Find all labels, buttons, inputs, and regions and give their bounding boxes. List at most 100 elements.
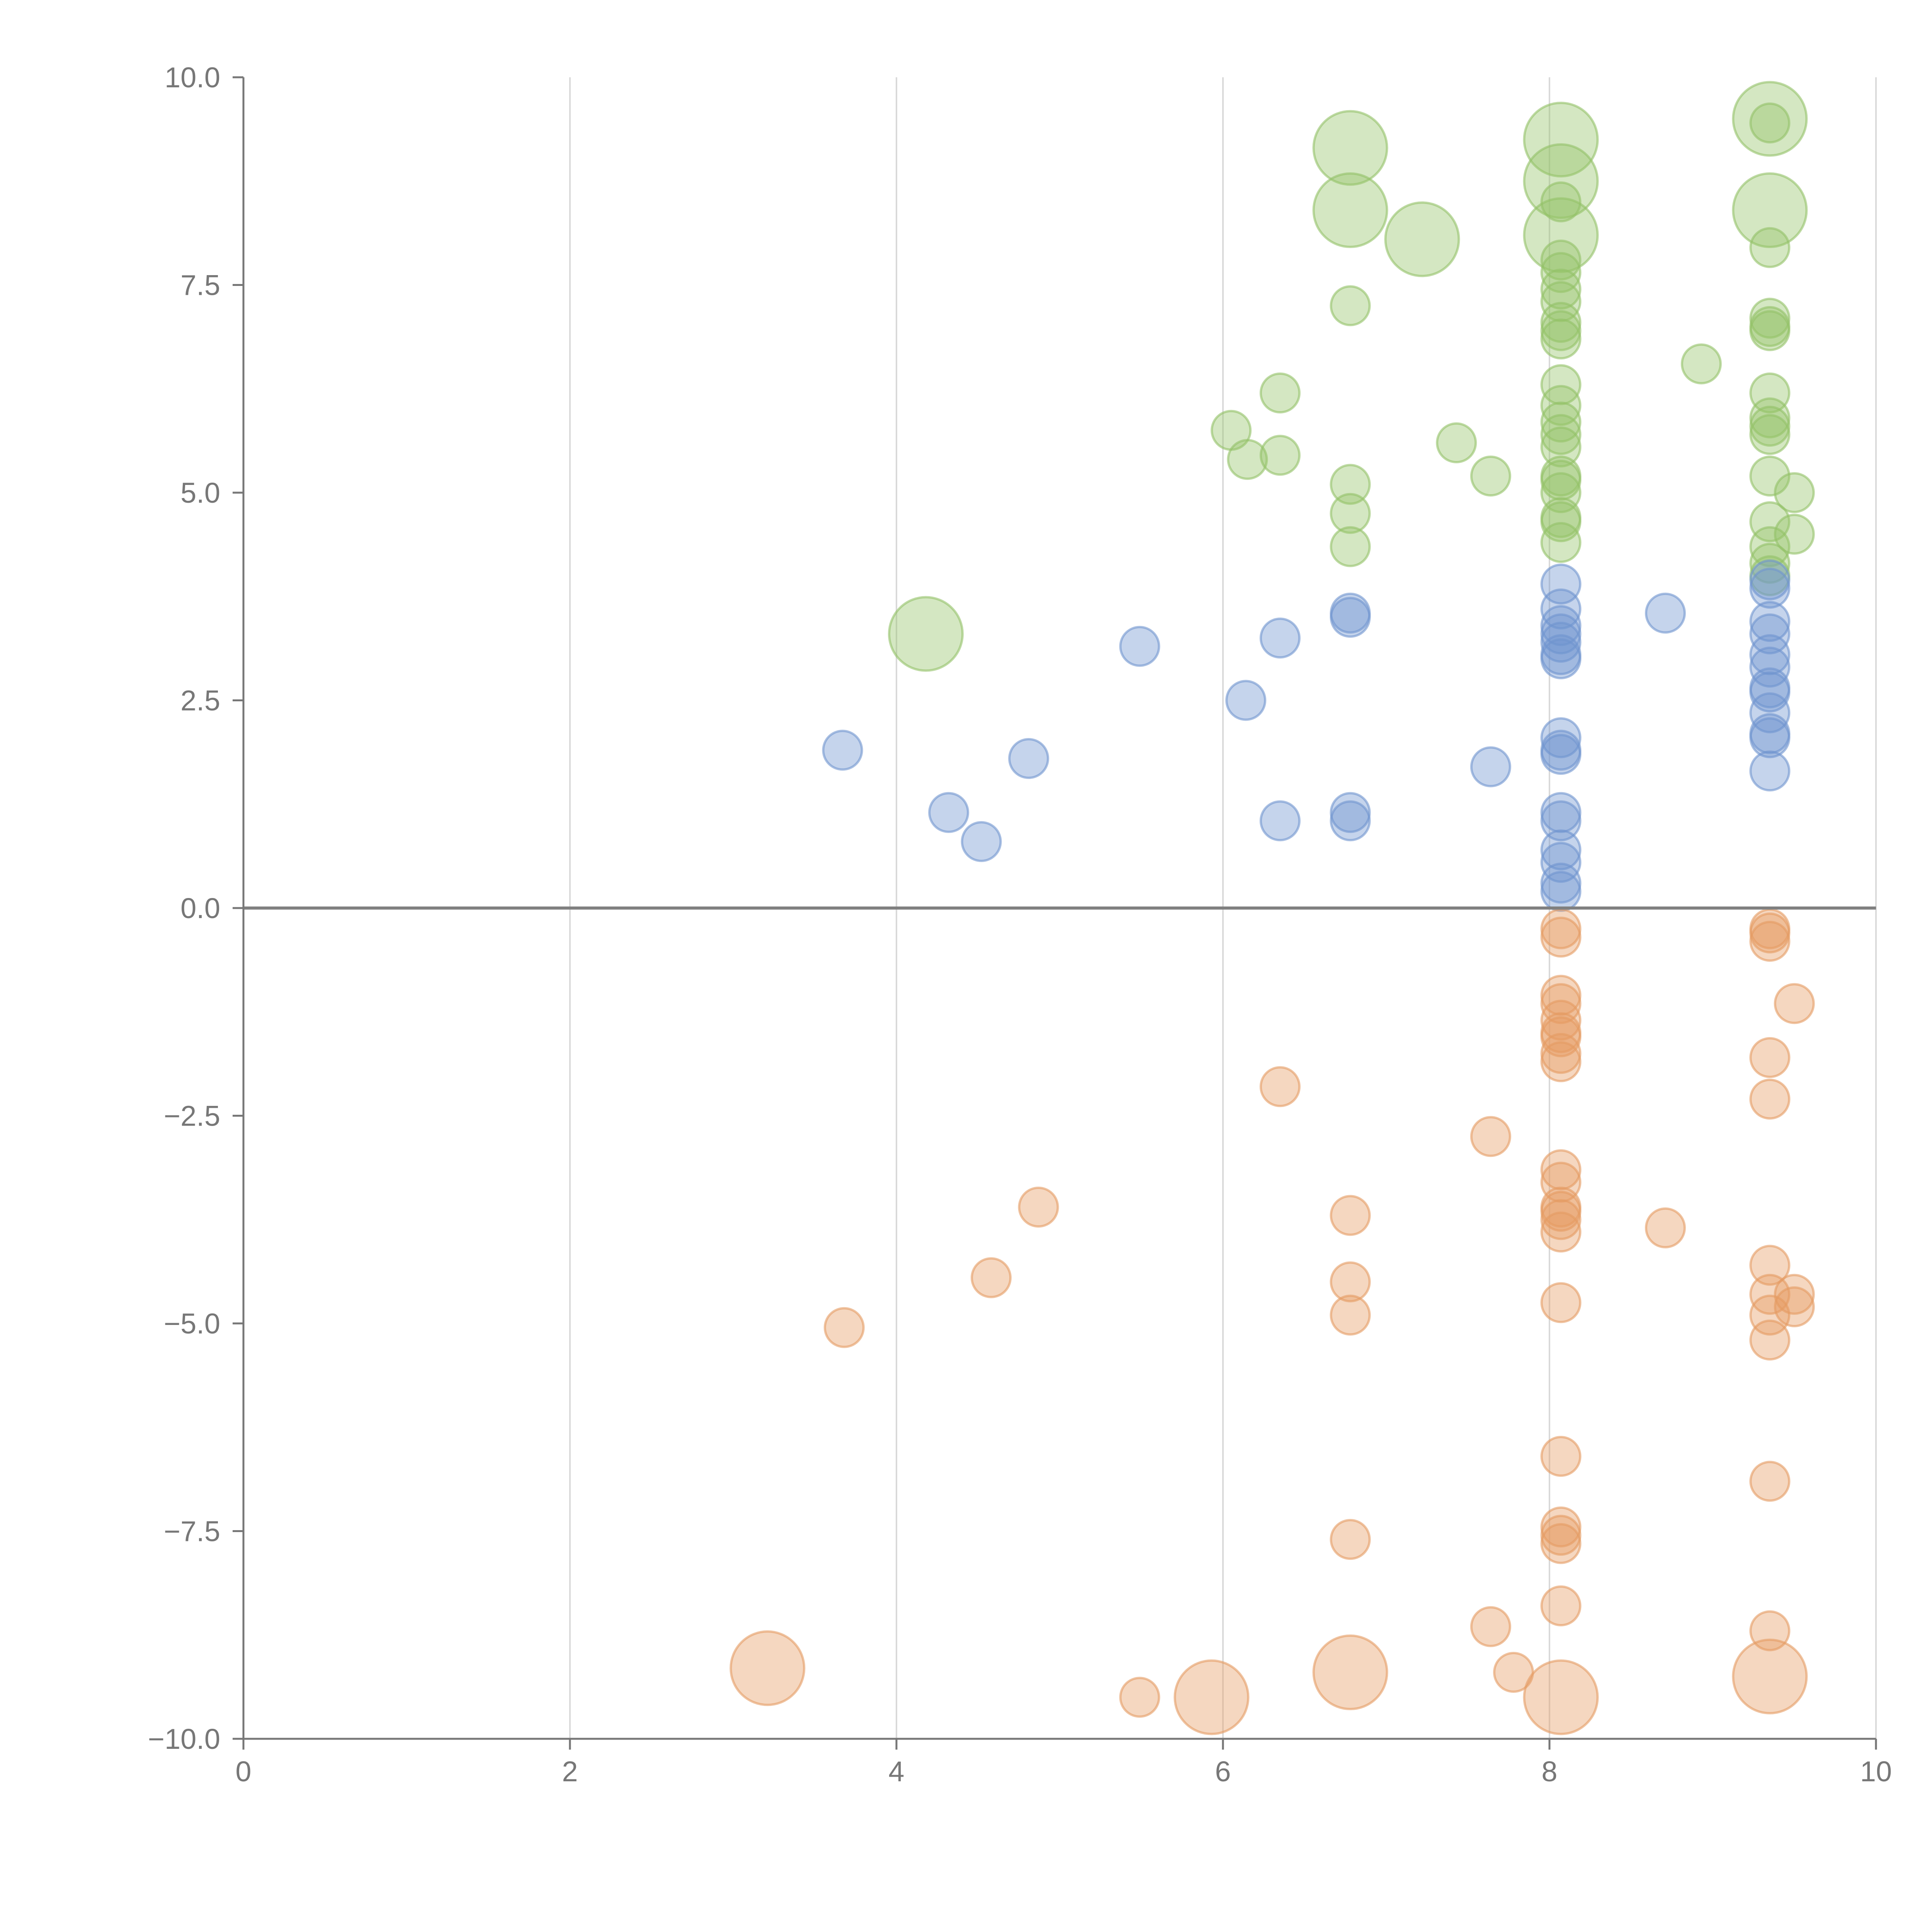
data-point	[1540, 364, 1582, 405]
data-point	[928, 792, 969, 833]
data-point	[1540, 269, 1582, 310]
data-point	[1540, 588, 1582, 629]
data-point	[730, 1630, 806, 1706]
data-point	[1540, 401, 1582, 443]
x-tick-label: 6	[1215, 1755, 1231, 1787]
x-tick-label: 2	[562, 1755, 578, 1787]
data-point	[1330, 800, 1371, 842]
data-point	[1540, 1016, 1582, 1058]
data-point	[1645, 1207, 1686, 1248]
data-point	[1225, 680, 1267, 721]
data-point	[1540, 318, 1582, 360]
data-point	[1540, 522, 1582, 563]
data-point	[1774, 1286, 1815, 1327]
data-point	[1018, 1187, 1059, 1228]
data-point	[1227, 439, 1268, 480]
data-point	[1732, 1638, 1808, 1714]
data-point	[1749, 646, 1791, 688]
data-point	[1540, 638, 1582, 679]
data-point	[1173, 1659, 1250, 1735]
data-point	[1330, 1261, 1371, 1303]
data-point	[1749, 372, 1791, 413]
axis-layer: 0 2 4 6 8 10 10.0 7.5 5.0 2.5 0.0 −2.5 −5.0 −7.5 −10.0	[148, 61, 1892, 1787]
data-point	[1540, 917, 1582, 958]
data-point	[1008, 738, 1049, 779]
data-point	[1540, 281, 1582, 322]
data-point	[888, 596, 964, 672]
y-tick-label: 2.5	[180, 685, 220, 717]
data-point	[1540, 871, 1582, 912]
y-tick-label: −7.5	[164, 1515, 220, 1548]
data-point	[1330, 464, 1371, 505]
data-point	[1749, 102, 1791, 144]
data-point	[1540, 1211, 1582, 1253]
data-point	[823, 1307, 865, 1348]
data-point	[1749, 750, 1791, 792]
data-point	[1540, 1000, 1582, 1041]
data-point	[1330, 526, 1371, 567]
data-point	[1540, 1162, 1582, 1203]
data-point	[1540, 501, 1582, 543]
data-point	[1540, 622, 1582, 663]
x-tick-label: 4	[888, 1755, 904, 1787]
data-point	[1384, 201, 1460, 277]
data-point	[1540, 385, 1582, 426]
data-point	[1749, 634, 1791, 675]
data-point	[1774, 1274, 1815, 1315]
data-point	[1540, 829, 1582, 871]
y-tick-label: 5.0	[180, 477, 220, 509]
data-point	[1540, 983, 1582, 1024]
data-point	[1540, 181, 1582, 223]
data-point	[1749, 613, 1791, 655]
data-point	[822, 730, 863, 771]
data-point	[1436, 422, 1477, 463]
data-point	[1749, 717, 1791, 759]
data-point	[1774, 514, 1815, 555]
y-tick-label: −10.0	[148, 1723, 220, 1755]
data-point	[1540, 800, 1582, 842]
data-point	[1330, 1519, 1371, 1560]
data-point	[1540, 1149, 1582, 1190]
data-point	[1119, 626, 1160, 667]
data-point	[1330, 597, 1371, 638]
data-point	[1523, 102, 1599, 178]
data-point	[1259, 372, 1301, 413]
data-point	[1540, 842, 1582, 883]
x-tick-label: 10	[1860, 1755, 1892, 1787]
data-point	[1749, 568, 1791, 609]
data-point	[1540, 414, 1582, 455]
y-tick-label: 10.0	[165, 61, 220, 94]
data-point	[1749, 672, 1791, 713]
data-point	[1749, 1078, 1791, 1120]
data-point	[1540, 1199, 1582, 1240]
data-point	[1470, 746, 1511, 787]
y-tick-label: 0.0	[180, 892, 220, 924]
data-point	[1749, 1037, 1791, 1078]
data-point	[1523, 1659, 1599, 1735]
data-point	[961, 821, 1002, 862]
data-point	[1749, 501, 1791, 543]
data-point	[1330, 1294, 1371, 1336]
data-point	[1540, 734, 1582, 775]
data-point	[1259, 435, 1301, 476]
data-point	[1540, 426, 1582, 468]
data-point	[1540, 1436, 1582, 1477]
data-point	[1749, 543, 1791, 584]
data-point	[1470, 1606, 1511, 1647]
data-point	[1540, 252, 1582, 293]
data-point	[1540, 717, 1582, 759]
data-point	[1540, 472, 1582, 513]
data-point	[1540, 1282, 1582, 1323]
data-point	[1312, 1634, 1388, 1710]
data-point	[1540, 459, 1582, 501]
data-point	[1259, 617, 1301, 659]
data-point	[1330, 493, 1371, 534]
series-layer	[730, 81, 1815, 1735]
data-point	[1749, 1320, 1791, 1361]
data-point	[1749, 1461, 1791, 1502]
y-tick-label: −2.5	[164, 1100, 220, 1132]
data-point	[1540, 240, 1582, 281]
data-point	[1470, 456, 1511, 497]
